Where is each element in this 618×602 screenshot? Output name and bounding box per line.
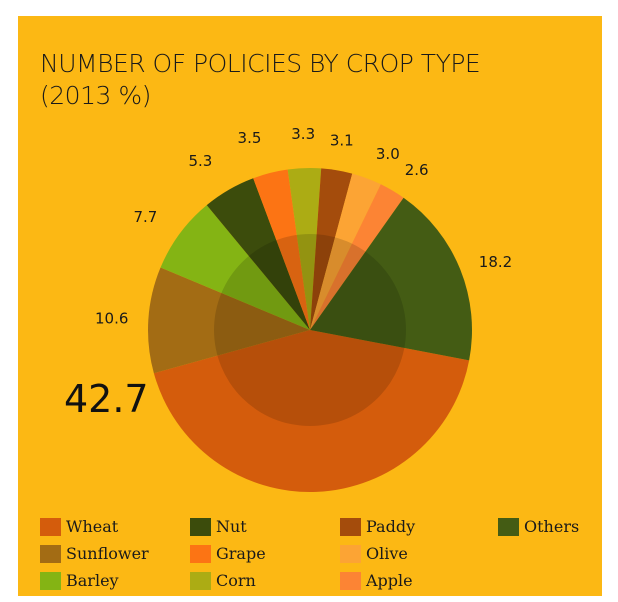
legend-swatch bbox=[190, 544, 211, 563]
pie-inner-overlay bbox=[214, 234, 406, 426]
value-label-nut: 5.3 bbox=[188, 152, 212, 170]
legend-swatch bbox=[498, 517, 519, 536]
value-label-wheat: 42.7 bbox=[64, 377, 149, 421]
value-label-grape: 3.5 bbox=[238, 129, 262, 147]
legend-item-wheat: Wheat bbox=[40, 517, 118, 536]
value-label-barley: 7.7 bbox=[133, 208, 157, 226]
value-label-corn: 3.3 bbox=[291, 125, 315, 143]
pie-slice-corn bbox=[287, 168, 322, 330]
value-label-sunflower: 10.6 bbox=[95, 310, 128, 328]
value-label-others: 18.2 bbox=[479, 253, 512, 271]
legend-item-olive: Olive bbox=[340, 544, 408, 563]
legend-label: Corn bbox=[216, 571, 256, 590]
pie-slice-grape bbox=[253, 169, 310, 330]
legend-swatch bbox=[340, 571, 361, 590]
pie-slice-paddy bbox=[310, 168, 353, 330]
pie-slice-others bbox=[310, 197, 473, 361]
legend-label: Others bbox=[524, 517, 580, 536]
legend-item-apple: Apple bbox=[340, 571, 413, 590]
legend-swatch bbox=[190, 571, 211, 590]
legend-label: Nut bbox=[216, 517, 247, 536]
pie-slice-nut bbox=[206, 178, 310, 330]
legend-item-nut: Nut bbox=[190, 517, 247, 536]
pie-slices bbox=[148, 168, 473, 492]
legend-item-sunflower: Sunflower bbox=[40, 544, 149, 563]
inner-ring-shade bbox=[214, 234, 406, 426]
value-label-paddy: 3.1 bbox=[330, 132, 354, 150]
legend-label: Paddy bbox=[366, 517, 416, 536]
legend-item-barley: Barley bbox=[40, 571, 119, 590]
legend-label: Olive bbox=[366, 544, 408, 563]
value-label-olive: 3.0 bbox=[376, 145, 400, 163]
pie-slice-olive bbox=[310, 173, 381, 330]
pie-slice-wheat bbox=[153, 330, 470, 492]
legend-item-paddy: Paddy bbox=[340, 517, 415, 536]
legend-item-grape: Grape bbox=[190, 544, 266, 563]
pie-value-labels: 42.7 10.6 7.7 5.3 3.5 3.3 3.1 3.0 2.6 18.2 bbox=[64, 125, 512, 421]
legend-swatch bbox=[190, 517, 211, 536]
chart-title-line-1: NUMBER OF POLICIES BY CROP TYPE bbox=[40, 49, 481, 78]
chart-title: NUMBER OF POLICIES BY CROP TYPE (2013 %) bbox=[40, 48, 481, 112]
legend-swatch bbox=[340, 544, 361, 563]
legend-item-corn: Corn bbox=[190, 571, 256, 590]
legend-label: Wheat bbox=[66, 517, 119, 536]
pie-slice-apple bbox=[310, 184, 404, 330]
legend-label: Apple bbox=[366, 571, 413, 590]
legend-swatch bbox=[340, 517, 361, 536]
legend-item-others: Others bbox=[498, 517, 579, 536]
value-label-apple: 2.6 bbox=[405, 161, 429, 179]
legend-swatch bbox=[40, 517, 61, 536]
legend-label: Sunflower bbox=[66, 544, 149, 563]
pie-slice-barley bbox=[160, 205, 310, 330]
legend-swatch bbox=[40, 571, 61, 590]
chart-title-line-2: (2013 %) bbox=[40, 81, 151, 110]
legend-swatch bbox=[40, 544, 61, 563]
legend-label: Grape bbox=[216, 544, 266, 563]
pie-slice-sunflower bbox=[148, 267, 310, 374]
legend-label: Barley bbox=[66, 571, 119, 590]
